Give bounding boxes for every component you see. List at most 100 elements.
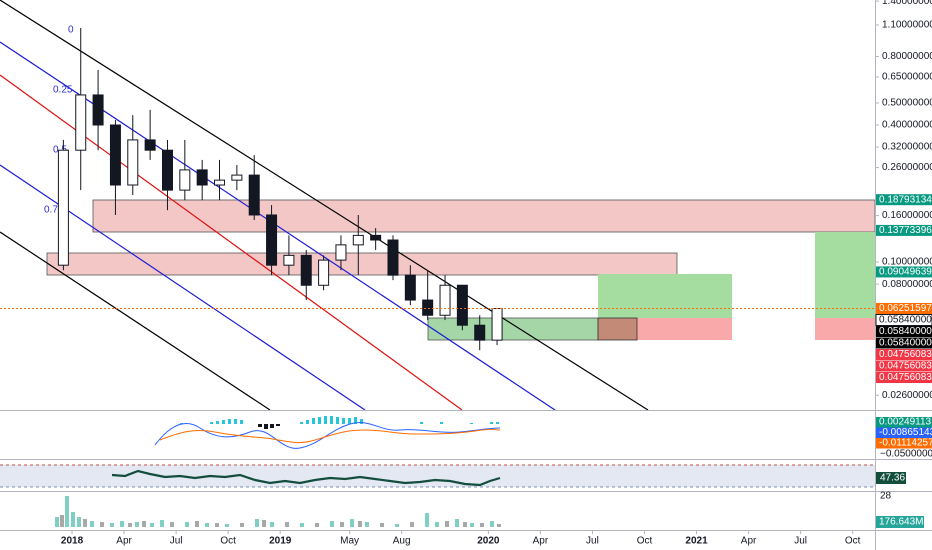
x-tick-label: Apr	[741, 536, 757, 547]
candle-body	[179, 169, 191, 191]
volume-tick-label: 28	[880, 491, 892, 502]
drawings: 0 0.25 0.5 0.75	[0, 0, 876, 411]
price-tag	[876, 303, 932, 315]
y-tick-label: 0.65000000	[882, 72, 932, 83]
candle-body	[109, 124, 121, 186]
x-tick-label: May	[340, 536, 359, 547]
x-tick-label: Apr	[533, 536, 549, 547]
y-tick-label: 0.40000000	[882, 120, 932, 131]
candle-body	[318, 259, 330, 286]
y-tick-label: 0.50000000	[882, 98, 932, 109]
candle-body	[248, 174, 260, 216]
volume-bar	[60, 515, 501, 527]
x-tick-label: Apr	[116, 536, 132, 547]
long-stop	[637, 318, 732, 340]
price-tag	[876, 372, 932, 384]
volume-tag	[876, 516, 924, 528]
x-tick-label: 2021	[685, 536, 708, 547]
macd-tag-label: 0.00249113	[879, 417, 932, 428]
macd-tag-label: -0.01114257	[879, 438, 932, 449]
price-tag	[876, 266, 932, 278]
channel-line	[0, 0, 649, 411]
price-tag-label: 0.06251597	[879, 303, 932, 314]
candle-body	[474, 324, 486, 341]
supply-zone	[92, 199, 876, 233]
price-tag-label: 0.05840000	[879, 326, 932, 337]
price-tag	[876, 360, 932, 372]
x-tick-label: Jul	[794, 536, 807, 547]
macd-tag	[876, 417, 932, 428]
candle-body	[196, 169, 208, 186]
price-tag	[876, 194, 932, 206]
plot	[0, 27, 875, 351]
x-tick-label: 2018	[61, 536, 84, 547]
candle-body	[300, 254, 312, 286]
x-tick-label: Oct	[220, 536, 236, 547]
candle-body	[335, 244, 347, 261]
x-tick-label: Oct	[845, 536, 861, 547]
price-tag	[875, 314, 932, 327]
candle-body	[370, 234, 382, 241]
candle-body	[214, 179, 226, 186]
candle-body	[422, 299, 434, 316]
candle-body	[439, 284, 451, 316]
candle-body	[456, 284, 468, 326]
y-tick-label: 0.10000000	[882, 257, 932, 268]
y-tick-label: 0.16000000	[882, 210, 932, 221]
candle-body	[404, 274, 416, 301]
price-tag	[876, 224, 932, 236]
supply-zone	[46, 252, 678, 276]
fib-label: 0.75	[44, 205, 64, 216]
long-target	[598, 274, 732, 318]
price-tag	[876, 337, 932, 349]
rsi-tag-label: 47.36	[880, 473, 905, 484]
macd-pane	[154, 416, 501, 449]
macd-tag	[876, 438, 932, 449]
y-tick-label: 0.02600000	[882, 390, 932, 401]
candle-body	[127, 139, 139, 186]
rsi-pane	[0, 464, 875, 488]
y-tick-label: 0.32000000	[882, 142, 932, 153]
price-tag-label: 0.05840000	[879, 338, 932, 349]
candle-body	[75, 94, 87, 151]
channel-line	[0, 41, 556, 411]
candle-body	[266, 214, 278, 266]
price-tag	[876, 349, 932, 361]
price-tag-label: 0.18793134	[879, 194, 932, 205]
candle-body	[161, 149, 173, 191]
price-tag-label: 0.13773396	[879, 225, 932, 236]
macd-histogram	[258, 424, 280, 429]
demand-zone	[427, 317, 599, 341]
volume-pane	[55, 496, 501, 527]
price-tag-label: 0.04756083	[879, 349, 932, 360]
long-target	[815, 232, 875, 318]
candle-body	[283, 254, 295, 266]
macd-tag-label: -0.00865143	[879, 427, 932, 438]
y-tick-label: 0.08000000	[882, 279, 932, 290]
macd-tag	[876, 427, 932, 438]
candle-body	[352, 234, 364, 246]
price-tag-label: 0.09049639	[879, 267, 932, 278]
candle-body	[92, 94, 104, 126]
fib-label: 0.25	[53, 85, 73, 96]
candle-body	[57, 149, 69, 266]
candle-body	[387, 239, 399, 276]
price-tag	[876, 326, 932, 338]
x-tick-label: Jul	[170, 536, 183, 547]
macd-histogram	[180, 416, 499, 424]
channel-line	[0, 231, 271, 411]
rsi-band	[0, 465, 875, 487]
x-tick-label: 2019	[269, 536, 292, 547]
price-tag-label: 0.04756083	[879, 372, 932, 383]
y-tick-label: 1.10000000	[882, 20, 932, 31]
candle-body	[144, 139, 156, 151]
overlap-box	[597, 317, 638, 341]
x-tick-label: Jul	[586, 536, 599, 547]
axis: 1.40000000 1.10000000 0.80000000 0.65000000…	[61, 0, 932, 547]
candle-body	[491, 308, 503, 341]
volume-tag-label: 176.643M	[879, 517, 923, 528]
macd-tick-label: −0.05000000	[880, 449, 932, 460]
x-tick-label: Aug	[393, 536, 411, 547]
fib-label: 0	[68, 25, 74, 36]
